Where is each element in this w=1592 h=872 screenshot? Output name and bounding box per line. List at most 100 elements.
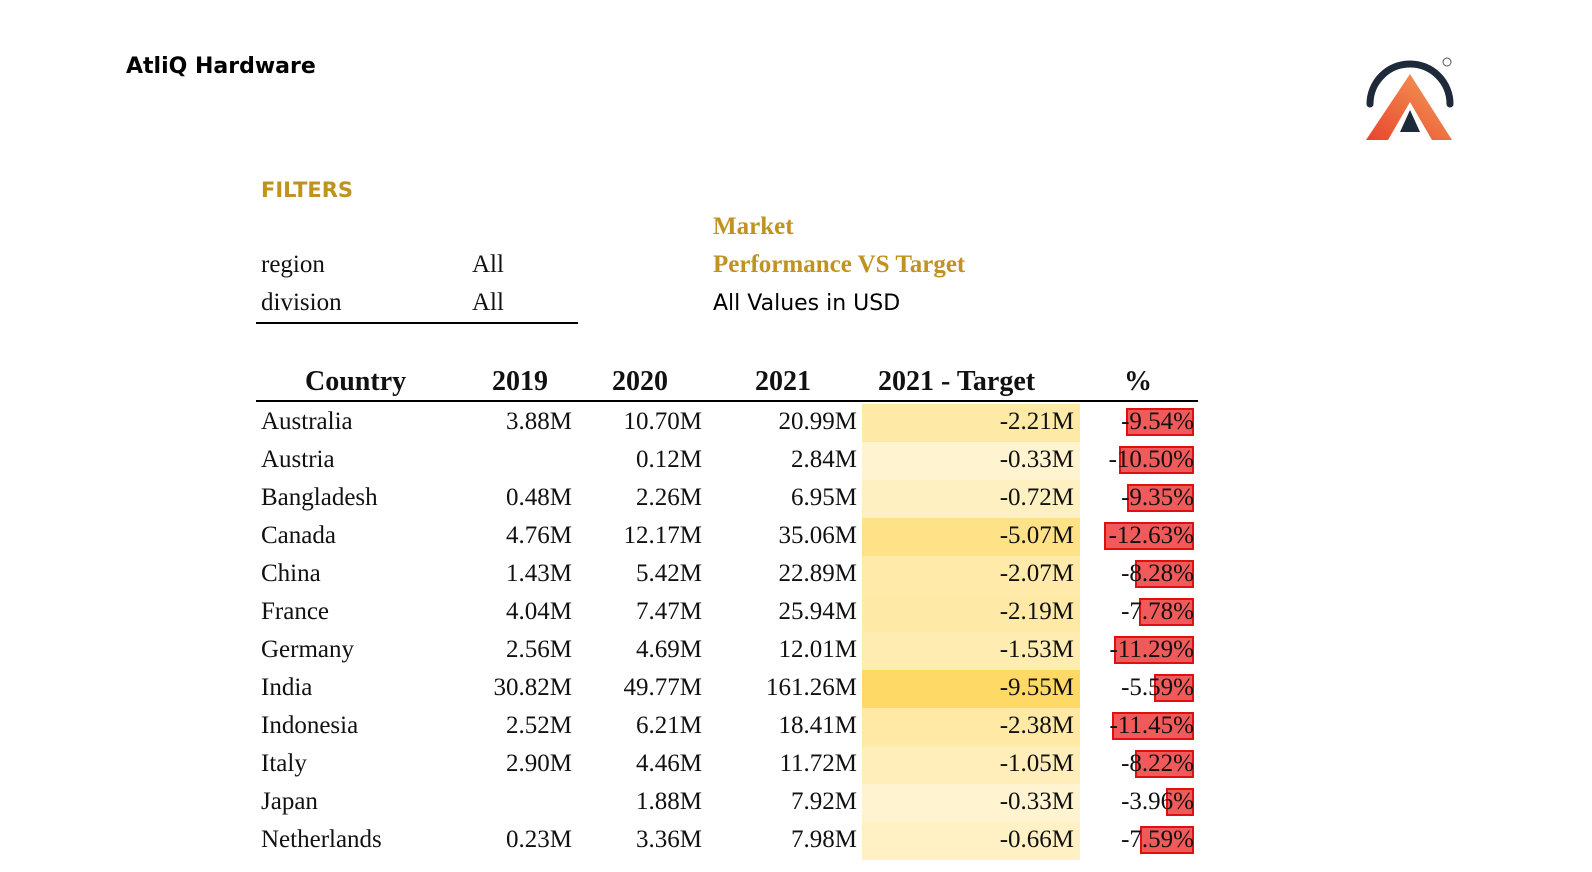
table-row: France 4.04M 7.47M 25.94M -2.19M -7.78%: [0, 594, 1592, 632]
value-2019-cell: 4.04M: [506, 598, 572, 625]
pct-cell: -7.78%: [1121, 598, 1194, 625]
target-diff-cell: -1.53M: [999, 636, 1074, 663]
pct-databar: [1154, 674, 1194, 702]
header-2020: 2020: [612, 366, 668, 397]
country-cell: Germany: [261, 636, 355, 663]
header-target: 2021 - Target: [878, 366, 1036, 397]
pct-databar: [1139, 598, 1194, 626]
value-2019-cell: 3.88M: [506, 408, 572, 435]
value-2020-cell: 12.17M: [623, 522, 702, 549]
target-diff-cell: -0.72M: [999, 484, 1074, 511]
table-row: Australia 3.88M 10.70M 20.99M -2.21M -9.54%: [0, 404, 1592, 442]
value-2021-cell: 2.84M: [791, 446, 857, 473]
country-cell: China: [261, 560, 321, 587]
country-cell: Italy: [261, 750, 307, 777]
pct-databar: [1119, 446, 1194, 474]
pct-cell: -9.54%: [1121, 408, 1194, 435]
pct-databar: [1104, 522, 1194, 550]
value-2020-cell: 5.42M: [636, 560, 702, 587]
header-country: Country: [305, 366, 407, 397]
filter-value[interactable]: All: [472, 251, 504, 278]
filter-region[interactable]: region All: [261, 251, 504, 279]
pct-databar: [1114, 636, 1194, 664]
pct-databar: [1126, 408, 1194, 436]
target-diff-cell: -2.21M: [999, 408, 1074, 435]
pct-cell: -9.35%: [1121, 484, 1194, 511]
filter-label: region: [261, 251, 325, 278]
pct-databar: [1135, 750, 1194, 778]
value-2020-cell: 0.12M: [636, 446, 702, 473]
value-2020-cell: 3.36M: [636, 826, 702, 853]
value-2021-cell: 20.99M: [778, 408, 857, 435]
target-heat-cell: [862, 404, 1080, 442]
target-heat-cell: [862, 480, 1080, 518]
table-row: Netherlands 0.23M 3.36M 7.98M -0.66M -7.59%: [0, 822, 1592, 860]
filter-divider: [256, 322, 578, 324]
table-row: China 1.43M 5.42M 22.89M -2.07M -8.28%: [0, 556, 1592, 594]
header-pct: %: [1124, 366, 1152, 397]
filter-division[interactable]: division All: [261, 289, 504, 317]
target-heat-cell: [862, 822, 1080, 860]
value-2019-cell: 2.52M: [506, 712, 572, 739]
value-2019-cell: 2.90M: [506, 750, 572, 777]
report-title-line2: Performance VS Target: [713, 251, 966, 278]
value-2021-cell: 7.92M: [791, 788, 857, 815]
country-cell: Canada: [261, 522, 336, 549]
pct-databar: [1135, 560, 1194, 588]
target-heat-cell: [862, 708, 1080, 746]
target-heat-cell: [862, 746, 1080, 784]
value-2020-cell: 4.46M: [636, 750, 702, 777]
header-2019: 2019: [492, 366, 548, 397]
target-diff-cell: -0.66M: [999, 826, 1074, 853]
pct-cell: -3.96%: [1121, 788, 1194, 815]
country-cell: France: [261, 598, 330, 625]
value-2019-cell: 0.48M: [506, 484, 572, 511]
value-2021-cell: 22.89M: [778, 560, 857, 587]
country-cell: Austria: [261, 446, 335, 473]
value-2021-cell: 7.98M: [791, 826, 857, 853]
value-2019-cell: 1.43M: [506, 560, 572, 587]
country-cell: Japan: [261, 788, 318, 815]
table-row: Italy 2.90M 4.46M 11.72M -1.05M -8.22%: [0, 746, 1592, 784]
country-cell: India: [261, 674, 313, 701]
value-2021-cell: 6.95M: [791, 484, 857, 511]
value-2021-cell: 18.41M: [778, 712, 857, 739]
value-2021-cell: 161.26M: [766, 674, 857, 701]
filter-label: division: [261, 289, 342, 316]
value-2019-cell: 4.76M: [506, 522, 572, 549]
table-row: Canada 4.76M 12.17M 35.06M -5.07M -12.63%: [0, 518, 1592, 556]
value-2020-cell: 49.77M: [623, 674, 702, 701]
report-title-line1: Market: [713, 213, 794, 240]
target-heat-cell: [862, 670, 1080, 708]
value-2020-cell: 6.21M: [636, 712, 702, 739]
country-cell: Australia: [261, 408, 353, 435]
table-row: Japan 1.88M 7.92M -0.33M -3.96%: [0, 784, 1592, 822]
pct-cell: -8.22%: [1121, 750, 1194, 777]
target-heat-cell: [862, 556, 1080, 594]
table-row: Indonesia 2.52M 6.21M 18.41M -2.38M -11.45%: [0, 708, 1592, 746]
atliq-logo-icon: [1366, 57, 1454, 140]
target-heat-cell: [862, 784, 1080, 822]
target-heat-cell: [862, 518, 1080, 556]
value-2020-cell: 2.26M: [636, 484, 702, 511]
target-diff-cell: -2.19M: [999, 598, 1074, 625]
units-note: All Values in USD: [713, 291, 901, 316]
target-diff-cell: -0.33M: [999, 446, 1074, 473]
pct-cell: -5.59%: [1121, 674, 1194, 701]
target-diff-cell: -0.33M: [999, 788, 1074, 815]
target-heat-cell: [862, 632, 1080, 670]
value-2019-cell: 2.56M: [506, 636, 572, 663]
target-heat-cell: [862, 442, 1080, 480]
pct-cell: -8.28%: [1121, 560, 1194, 587]
pct-cell: -10.50%: [1108, 446, 1194, 473]
table-row: Austria 0.12M 2.84M -0.33M -10.50%: [0, 442, 1592, 480]
pct-databar: [1166, 788, 1194, 816]
table-row: India 30.82M 49.77M 161.26M -9.55M -5.59%: [0, 670, 1592, 708]
pct-databar: [1140, 826, 1194, 854]
table-row: Germany 2.56M 4.69M 12.01M -1.53M -11.29%: [0, 632, 1592, 670]
header-2021: 2021: [755, 366, 811, 397]
target-diff-cell: -9.55M: [999, 674, 1074, 701]
pct-cell: -11.45%: [1109, 712, 1194, 739]
pct-databar: [1112, 712, 1194, 740]
filter-value[interactable]: All: [472, 289, 504, 316]
